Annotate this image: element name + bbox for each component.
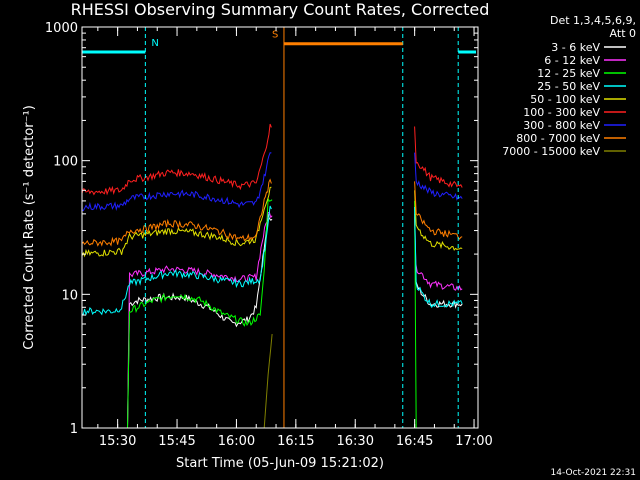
series-line (414, 181, 463, 240)
legend-label: 800 - 7000 keV (516, 132, 600, 145)
y-tick-label: 1 (70, 422, 78, 437)
series-line (81, 152, 272, 212)
x-tick-label: 15:30 (99, 434, 136, 449)
x-tick-label: 16:00 (218, 434, 255, 449)
x-tick-label: 16:15 (277, 434, 314, 449)
series-line (82, 213, 273, 429)
x-tick-label: 15:45 (158, 434, 195, 449)
series-line (414, 190, 463, 251)
series-line (414, 126, 463, 188)
y-tick-label: 10 (61, 288, 78, 303)
plot-area: NS (81, 27, 477, 429)
x-tick-label: 16:30 (337, 434, 374, 449)
plot-frame (81, 26, 479, 429)
timestamp: 14-Oct-2021 22:31 (550, 468, 636, 478)
legend-label: 50 - 100 keV (530, 93, 600, 106)
legend-header: Det 1,3,4,5,6,9, Att 0 (500, 14, 636, 40)
axes: 1 10 100 1000 15:30 15:45 16:00 16:15 16:30 16:45… (22, 21, 493, 471)
series-line (82, 333, 273, 429)
y-axis-label: Corrected Count Rate (s⁻¹ detector⁻¹) (22, 105, 37, 350)
series-line (414, 152, 463, 201)
x-tick-label: 17:00 (455, 434, 492, 449)
legend-label: 3 - 6 keV (551, 41, 600, 54)
y-tick-label: 1000 (45, 21, 78, 36)
flag-label: S (272, 30, 278, 41)
legend-label: 12 - 25 keV (537, 67, 600, 80)
chart-title: RHESSI Observing Summary Count Rates, Co… (70, 0, 490, 19)
x-tick-label: 16:45 (396, 434, 433, 449)
legend-label: 25 - 50 keV (537, 80, 600, 93)
flag-label: N (151, 38, 158, 49)
series-line (81, 205, 272, 316)
legend-header-line: Det 1,3,4,5,6,9, (549, 14, 636, 27)
series-line (81, 178, 272, 247)
legend-label: 6 - 12 keV (544, 54, 600, 67)
series-line (414, 216, 463, 309)
x-axis-label: Start Time (05-Jun-09 15:21:02) (176, 456, 384, 471)
series-line (81, 186, 272, 258)
series-line (414, 200, 463, 429)
series-line (414, 213, 463, 291)
legend-label: 300 - 800 keV (523, 119, 600, 132)
legend-header-line: Att 0 (609, 27, 636, 40)
y-tick-label: 100 (53, 155, 78, 170)
legend-label: 100 - 300 keV (523, 106, 600, 119)
series-line (414, 206, 463, 309)
legend-label: 7000 - 15000 keV (502, 145, 600, 158)
series-line (81, 123, 272, 196)
